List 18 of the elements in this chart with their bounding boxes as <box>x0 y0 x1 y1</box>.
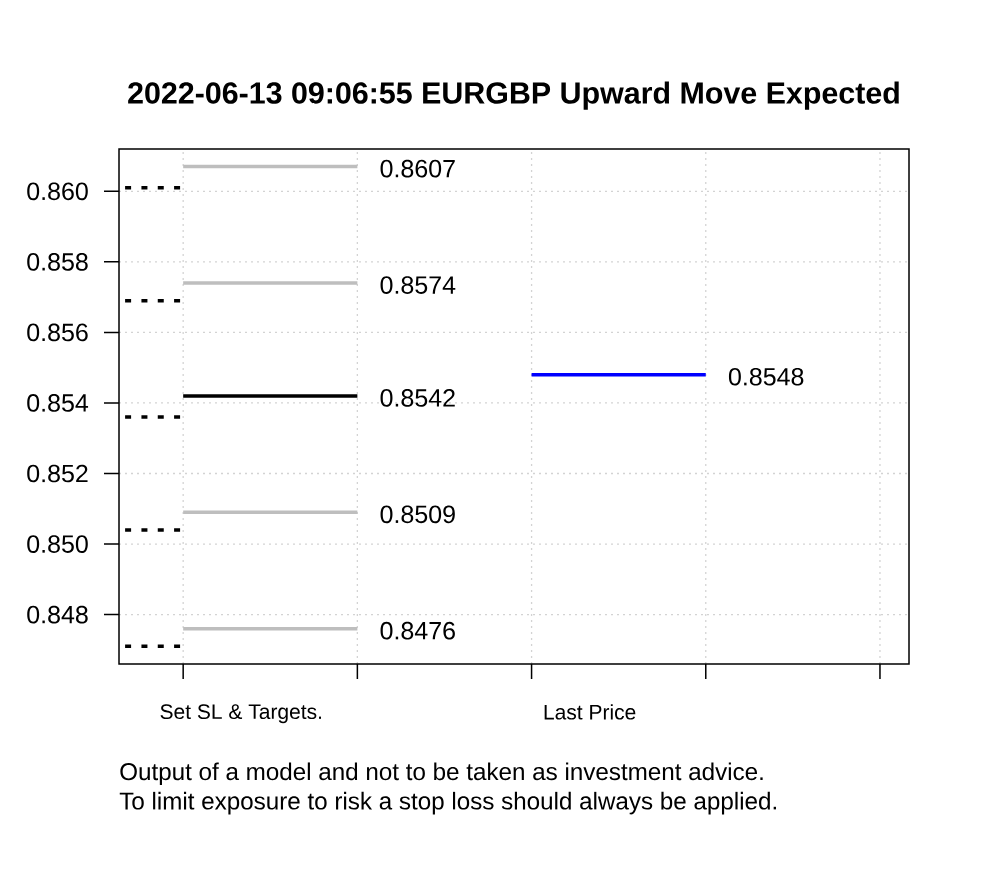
text: Output of a model and not to be taken as investment advice. <box>120 762 763 785</box>
chart-title: 2022-06-13 09:06:55 EURGBP Upward Move Expected <box>128 81 899 110</box>
y-tick-label: 0.854 <box>27 394 89 412</box>
data-label: 0.8542 <box>380 389 455 407</box>
data-label: 0.8607 <box>380 159 455 178</box>
y-tick-label: 0.860 <box>27 182 88 201</box>
data-label: 0.8574 <box>380 276 456 294</box>
data-label: 0.8548 <box>728 367 804 386</box>
y-tick-label: 0.852 <box>27 464 88 483</box>
data-label: 0.8509 <box>380 505 455 524</box>
y-tick-label: 0.848 <box>27 605 88 624</box>
text: To limit exposure to risk a stop loss should always be applied. <box>119 791 776 815</box>
data-label: 0.8476 <box>380 621 455 640</box>
y-tick-label: 0.858 <box>27 253 88 271</box>
y-tick-label: 0.856 <box>27 323 88 342</box>
x-tick-label: Last Price <box>544 704 636 720</box>
x-tick-label: Set SL & Targets. <box>160 704 322 724</box>
y-tick-label: 0.850 <box>27 535 88 553</box>
